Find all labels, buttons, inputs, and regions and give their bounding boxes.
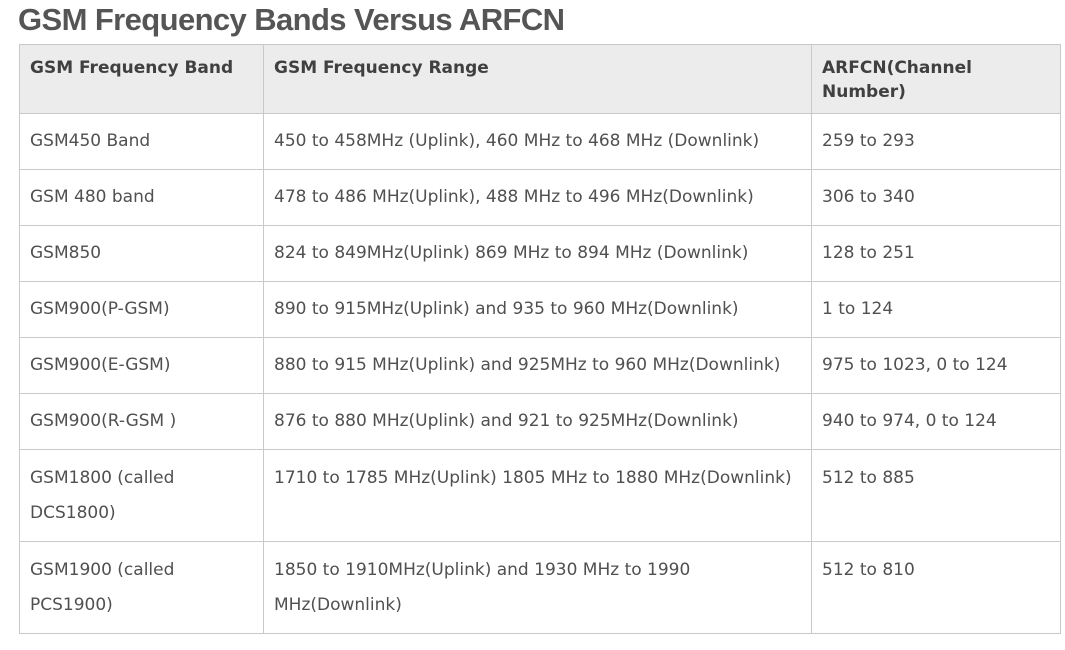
- range-cell: 890 to 915MHz(Uplink) and 935 to 960 MHz…: [263, 281, 812, 338]
- table-header-row: GSM Frequency Band GSM Frequency Range A…: [19, 44, 1061, 114]
- frequency-bands-table: GSM Frequency Band GSM Frequency Range A…: [19, 44, 1061, 634]
- band-cell: GSM900(P-GSM): [19, 281, 264, 338]
- arfcn-cell: 128 to 251: [811, 225, 1061, 282]
- range-cell: 450 to 458MHz (Uplink), 460 MHz to 468 M…: [263, 113, 812, 170]
- table-row: GSM1900 (called PCS1900) 1850 to 1910MHz…: [19, 541, 1061, 634]
- table-row: GSM850 824 to 849MHz(Uplink) 869 MHz to …: [19, 225, 1061, 282]
- band-cell: GSM 480 band: [19, 169, 264, 226]
- band-cell: GSM1900 (called PCS1900): [19, 541, 264, 634]
- arfcn-cell: 259 to 293: [811, 113, 1061, 170]
- range-cell: 478 to 486 MHz(Uplink), 488 MHz to 496 M…: [263, 169, 812, 226]
- page-title: GSM Frequency Bands Versus ARFCN: [18, 2, 565, 37]
- arfcn-cell: 306 to 340: [811, 169, 1061, 226]
- arfcn-cell: 1 to 124: [811, 281, 1061, 338]
- range-cell: 824 to 849MHz(Uplink) 869 MHz to 894 MHz…: [263, 225, 812, 282]
- range-cell: 1850 to 1910MHz(Uplink) and 1930 MHz to …: [263, 541, 812, 634]
- range-cell: 876 to 880 MHz(Uplink) and 921 to 925MHz…: [263, 393, 812, 450]
- table-row: GSM900(E-GSM) 880 to 915 MHz(Uplink) and…: [19, 337, 1061, 394]
- table-row: GSM1800 (called DCS1800) 1710 to 1785 MH…: [19, 449, 1061, 542]
- arfcn-cell: 512 to 885: [811, 449, 1061, 542]
- table-row: GSM 480 band 478 to 486 MHz(Uplink), 488…: [19, 169, 1061, 226]
- arfcn-cell: 512 to 810: [811, 541, 1061, 634]
- band-cell: GSM1800 (called DCS1800): [19, 449, 264, 542]
- arfcn-cell: 940 to 974, 0 to 124: [811, 393, 1061, 450]
- table-row: GSM900(R-GSM ) 876 to 880 MHz(Uplink) an…: [19, 393, 1061, 450]
- header-arfcn: ARFCN(Channel Number): [811, 44, 1061, 114]
- header-frequency-range: GSM Frequency Range: [263, 44, 812, 114]
- band-cell: GSM900(R-GSM ): [19, 393, 264, 450]
- band-cell: GSM900(E-GSM): [19, 337, 264, 394]
- range-cell: 880 to 915 MHz(Uplink) and 925MHz to 960…: [263, 337, 812, 394]
- range-cell: 1710 to 1785 MHz(Uplink) 1805 MHz to 188…: [263, 449, 812, 542]
- header-frequency-band: GSM Frequency Band: [19, 44, 264, 114]
- band-cell: GSM850: [19, 225, 264, 282]
- band-cell: GSM450 Band: [19, 113, 264, 170]
- table-row: GSM900(P-GSM) 890 to 915MHz(Uplink) and …: [19, 281, 1061, 338]
- table-row: GSM450 Band 450 to 458MHz (Uplink), 460 …: [19, 113, 1061, 170]
- arfcn-cell: 975 to 1023, 0 to 124: [811, 337, 1061, 394]
